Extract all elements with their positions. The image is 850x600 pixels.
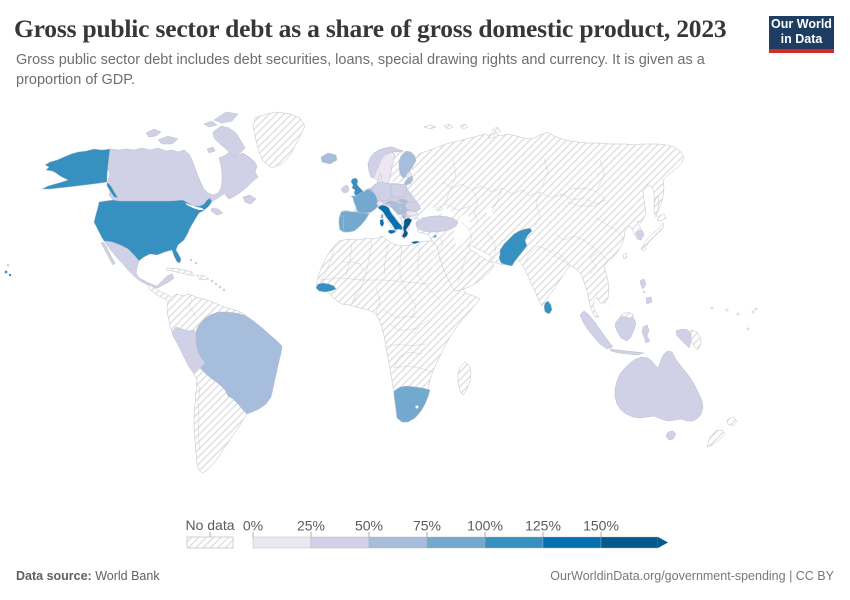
svg-text:125%: 125% bbox=[525, 518, 561, 534]
svg-text:0%: 0% bbox=[243, 518, 263, 534]
svg-text:100%: 100% bbox=[467, 518, 503, 534]
svg-text:75%: 75% bbox=[413, 518, 441, 534]
svg-text:No data: No data bbox=[185, 517, 234, 533]
svg-text:150%: 150% bbox=[583, 518, 619, 534]
svg-text:50%: 50% bbox=[355, 518, 383, 534]
svg-text:25%: 25% bbox=[297, 518, 325, 534]
